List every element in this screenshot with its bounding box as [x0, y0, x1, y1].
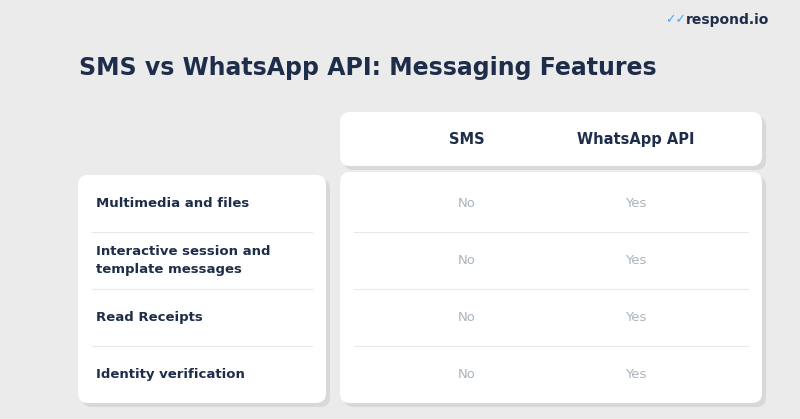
Text: Yes: Yes [625, 311, 646, 324]
FancyBboxPatch shape [344, 176, 766, 407]
Text: No: No [458, 311, 475, 324]
Text: No: No [458, 254, 475, 267]
FancyBboxPatch shape [78, 175, 326, 403]
Text: respond.io: respond.io [686, 13, 770, 27]
FancyBboxPatch shape [340, 172, 762, 403]
Text: Multimedia and files: Multimedia and files [96, 197, 250, 210]
FancyBboxPatch shape [82, 179, 330, 407]
FancyBboxPatch shape [340, 112, 762, 166]
Text: Read Receipts: Read Receipts [96, 311, 202, 324]
Text: Yes: Yes [625, 197, 646, 210]
Text: No: No [458, 368, 475, 381]
Text: WhatsApp API: WhatsApp API [577, 132, 694, 147]
Text: SMS: SMS [449, 132, 485, 147]
Text: SMS vs WhatsApp API: Messaging Features: SMS vs WhatsApp API: Messaging Features [79, 56, 657, 80]
Text: Interactive session and
template messages: Interactive session and template message… [96, 245, 270, 276]
Text: Identity verification: Identity verification [96, 368, 245, 381]
Text: ✓✓: ✓✓ [666, 13, 686, 26]
FancyBboxPatch shape [344, 116, 766, 170]
Text: Yes: Yes [625, 254, 646, 267]
Text: No: No [458, 197, 475, 210]
Text: Yes: Yes [625, 368, 646, 381]
